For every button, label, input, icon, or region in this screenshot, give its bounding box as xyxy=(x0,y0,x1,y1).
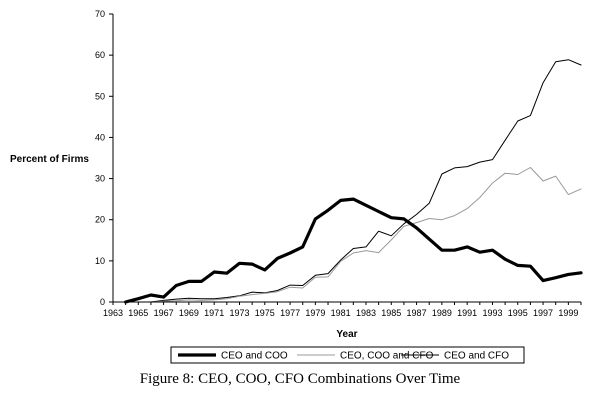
y-axis: 0 10 20 30 40 50 60 70 xyxy=(95,9,113,307)
x-tick-label: 1999 xyxy=(558,308,578,318)
x-tick-label: 1973 xyxy=(229,308,249,318)
legend-label: CEO and COO xyxy=(221,351,288,362)
legend-label: CEO, COO and CFO xyxy=(340,351,434,362)
x-tick-label: 1995 xyxy=(508,308,528,318)
x-tick-label: 1987 xyxy=(407,308,427,318)
y-tick-label: 20 xyxy=(95,215,105,225)
y-tick-label: 10 xyxy=(95,256,105,266)
x-tick-label: 1969 xyxy=(179,308,199,318)
x-axis: 1963 1965 1967 1969 1971 1973 1975 1977 1979 1981… xyxy=(103,302,582,318)
x-tick-label: 1993 xyxy=(482,308,502,318)
x-tick-label: 1981 xyxy=(331,308,351,318)
x-tick-label: 1979 xyxy=(305,308,325,318)
series-line xyxy=(125,167,582,303)
x-tick-label: 1989 xyxy=(432,308,452,318)
x-tick-label: 1985 xyxy=(381,308,401,318)
y-axis-title: Percent of Firms xyxy=(10,154,89,165)
legend-label: CEO and CFO xyxy=(444,351,509,362)
legend: CEO and COO CEO, COO and CFO CEO and CFO xyxy=(170,346,525,364)
y-tick-label: 70 xyxy=(95,9,105,19)
figure-caption: Figure 8: CEO, COO, CFO Combinations Ove… xyxy=(139,371,461,387)
x-tick-label: 1965 xyxy=(128,308,148,318)
x-tick-label: 1977 xyxy=(280,308,300,318)
x-tick-label: 1967 xyxy=(154,308,174,318)
y-tick-label: 0 xyxy=(100,297,105,307)
x-axis-title: Year xyxy=(336,329,357,340)
x-tick-label: 1991 xyxy=(457,308,477,318)
x-tick-label: 1971 xyxy=(204,308,224,318)
y-tick-label: 50 xyxy=(95,91,105,101)
y-tick-label: 30 xyxy=(95,174,105,184)
y-tick-label: 40 xyxy=(95,132,105,142)
y-tick-label: 60 xyxy=(95,50,105,60)
series-line xyxy=(125,59,582,303)
x-tick-label: 1975 xyxy=(255,308,275,318)
series-lines xyxy=(123,59,583,304)
x-tick-label: 1983 xyxy=(356,308,376,318)
legend-box xyxy=(170,346,525,364)
series-line xyxy=(123,197,583,304)
x-tick-label: 1963 xyxy=(103,308,123,318)
x-tick-label: 1997 xyxy=(533,308,553,318)
